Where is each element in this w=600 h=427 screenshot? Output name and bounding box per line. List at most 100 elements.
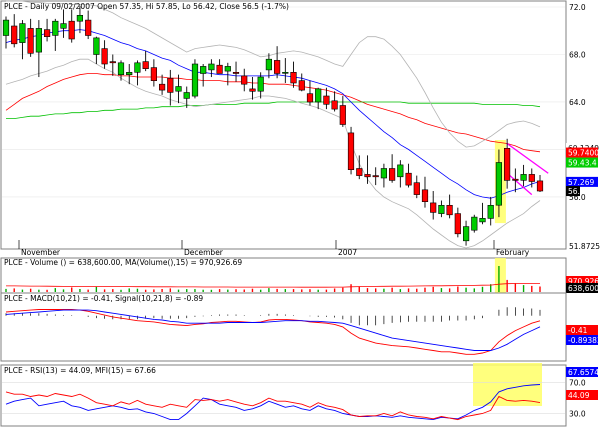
price-series-0 [5, 73, 541, 153]
candle-down-body [241, 75, 248, 85]
candle-up-body [76, 15, 83, 22]
candle-down-body [11, 25, 18, 45]
candle [43, 18, 51, 42]
candle [76, 5, 83, 34]
price-series-3 [6, 0, 541, 148]
rsi-axis-label: 70.0 [569, 379, 586, 388]
candle-down-body [388, 168, 396, 181]
candle [142, 50, 149, 72]
candle-up-body [19, 23, 26, 43]
candle-up-body [126, 72, 133, 76]
price-value-label-1-bg [566, 147, 598, 158]
price-axis-label: 72.0 [569, 3, 586, 12]
candle-down-body [249, 88, 256, 92]
candle-down-body [167, 77, 174, 93]
rsi-value-label-bg [566, 390, 598, 400]
candle-up-body [134, 62, 141, 73]
candle [93, 36, 100, 64]
candle-down-body [43, 29, 51, 38]
rsi-value-label: 44.09 [568, 391, 590, 400]
candle [35, 20, 42, 78]
candle-down-body [372, 175, 379, 178]
volume-ma-label-bg [566, 276, 598, 286]
candle [339, 96, 346, 127]
candle [68, 9, 75, 43]
candle [265, 53, 273, 79]
rsi-panel: PLCE - RSI(13) = 44.09, MFI(15) = 67.66 … [0, 363, 599, 427]
candle [52, 18, 59, 51]
candle [60, 9, 67, 38]
volume-highlight [494, 258, 506, 298]
volume-ma-line [6, 283, 540, 288]
candle [462, 220, 470, 246]
candle [471, 214, 478, 233]
candle-down-body [454, 213, 461, 235]
candle-up-body [191, 63, 199, 97]
candle-down-body [536, 180, 544, 192]
candle-up-body [2, 19, 10, 36]
candle-up-body [183, 92, 190, 99]
candle-down-body [109, 61, 116, 64]
candle [528, 168, 535, 188]
candle-down-body [68, 20, 75, 40]
candle [257, 72, 264, 99]
price-value-label-2-bg [566, 157, 598, 168]
candle-down-body [421, 189, 429, 203]
candle [200, 63, 207, 87]
macd-signal-value-label-bg [566, 335, 598, 345]
price-axis-label: 68.0 [569, 51, 586, 60]
candle-up-body [224, 66, 231, 72]
mfi-value-label: 67.6574 [568, 368, 599, 377]
candle [446, 194, 453, 219]
candle [364, 155, 371, 184]
candle-down-body [528, 174, 535, 182]
candle-up-body [520, 174, 527, 181]
candle [430, 191, 437, 220]
x-axis-label: December [184, 248, 224, 257]
price-value-label-4-bg [566, 186, 580, 197]
candle-down-body [232, 72, 240, 74]
x-axis-label: February [496, 248, 530, 257]
macd-signal-value-label: -0.89383 [568, 336, 600, 345]
volume-panel: PLCE - Volume () = 638,600.00, MA(Volume… [0, 257, 599, 298]
candle-down-body [290, 72, 297, 84]
candle-up-body [380, 168, 388, 179]
price-value-label-3: 57.269 [568, 178, 594, 187]
candle-up-body [495, 162, 503, 206]
candle-down-body [216, 64, 223, 74]
candle-up-body [257, 76, 264, 92]
candle [134, 60, 141, 86]
candle [273, 46, 281, 79]
candle [413, 175, 420, 199]
candle-down-body [150, 67, 158, 81]
candle [167, 69, 174, 106]
candle [282, 58, 289, 83]
volume-ma-label: 970,926 [568, 277, 599, 286]
price-series-1 [6, 101, 541, 119]
candle-down-body [298, 80, 305, 91]
rsi-axis-label: 30.0 [569, 410, 586, 419]
candle-down-body [347, 132, 355, 170]
candle-down-body [323, 95, 330, 105]
candle-up-body [282, 72, 289, 74]
candle [454, 207, 461, 238]
candle-up-body [471, 216, 478, 231]
candle-down-body [306, 93, 314, 103]
candle [397, 160, 404, 188]
candle-down-body [503, 148, 511, 181]
candle [159, 74, 166, 95]
macd-value-label: -0.41 [568, 326, 588, 335]
candle [495, 149, 503, 218]
macd-value-label-bg [566, 325, 598, 335]
candle-up-body [52, 20, 59, 36]
price-axis-label: 56.0 [569, 193, 586, 202]
candle-down-body [512, 178, 519, 181]
volume-value-label: 638,600 [568, 284, 599, 293]
candle-down-body [339, 105, 346, 125]
macd-signal-line [5, 309, 541, 351]
candle [512, 168, 519, 193]
candle-down-body [273, 60, 281, 74]
candle-up-body [60, 23, 67, 29]
price-value-label-3-bg [566, 176, 598, 187]
candle-down-body [356, 168, 363, 176]
